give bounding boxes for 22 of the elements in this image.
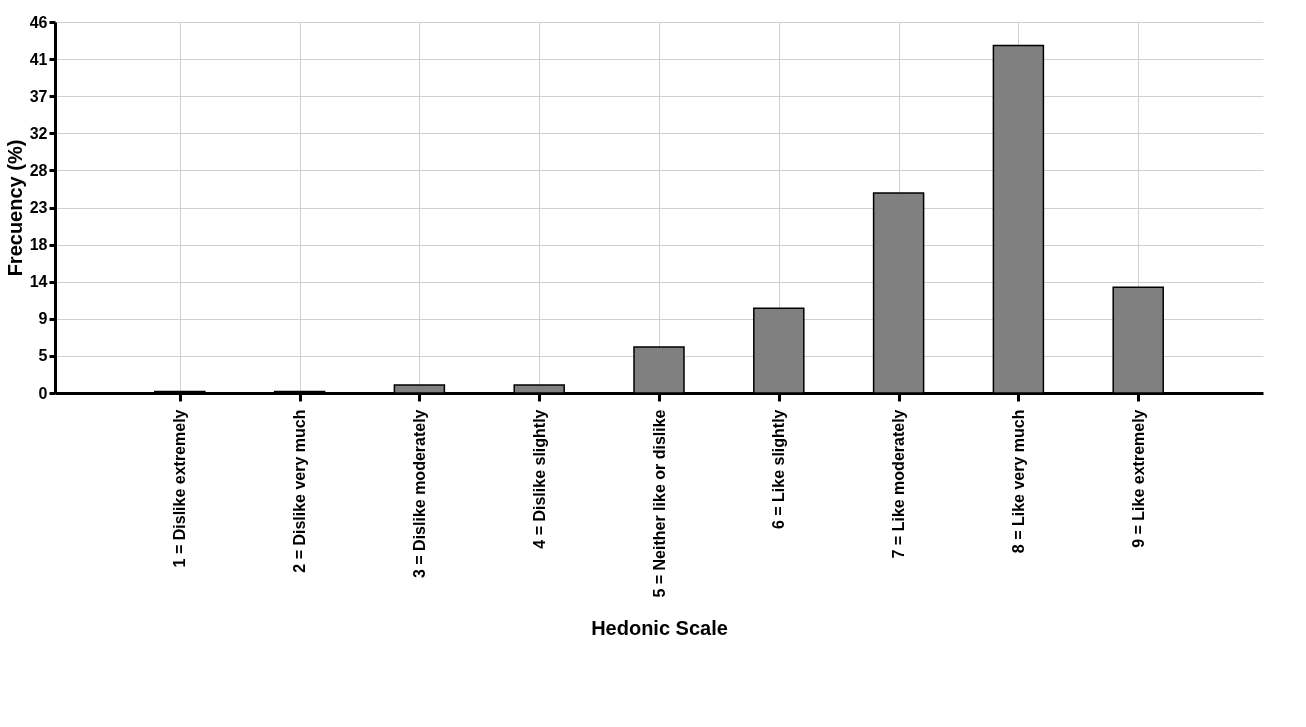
x-tick-label: 2 = Dislike very much	[291, 409, 309, 573]
y-tick-label: 46	[29, 13, 48, 31]
y-tick-label: 32	[29, 124, 48, 142]
x-tick-label: 7 = Like moderately	[890, 409, 908, 559]
x-tick-label: 1 = Dislike extremely	[171, 409, 189, 568]
y-tick-label: 5	[38, 347, 48, 365]
y-tick-label: 28	[29, 161, 48, 179]
y-tick-label: 9	[38, 310, 48, 328]
y-tick-label: 23	[29, 199, 48, 216]
x-tick-label: 5 = Neither like or dislike	[650, 409, 668, 598]
x-axis-title: Hedonic Scale	[591, 616, 728, 639]
x-tick-label: 8 = Like very much	[1009, 409, 1027, 554]
x-tick-label: 9 = Like extremely	[1129, 409, 1147, 548]
y-tick-label: 41	[29, 50, 48, 68]
y-tick-label: 18	[29, 236, 48, 254]
y-tick-label: 0	[38, 384, 48, 402]
y-tick-label: 37	[29, 87, 48, 105]
x-tick-label: 3 = Dislike moderately	[410, 409, 428, 579]
y-tick-label: 14	[29, 273, 48, 291]
x-tick-label: 6 = Like slightly	[770, 409, 788, 530]
x-tick-label: 4 = Dislike slightly	[530, 409, 548, 549]
y-axis-title: Frecuency (%)	[3, 139, 26, 277]
